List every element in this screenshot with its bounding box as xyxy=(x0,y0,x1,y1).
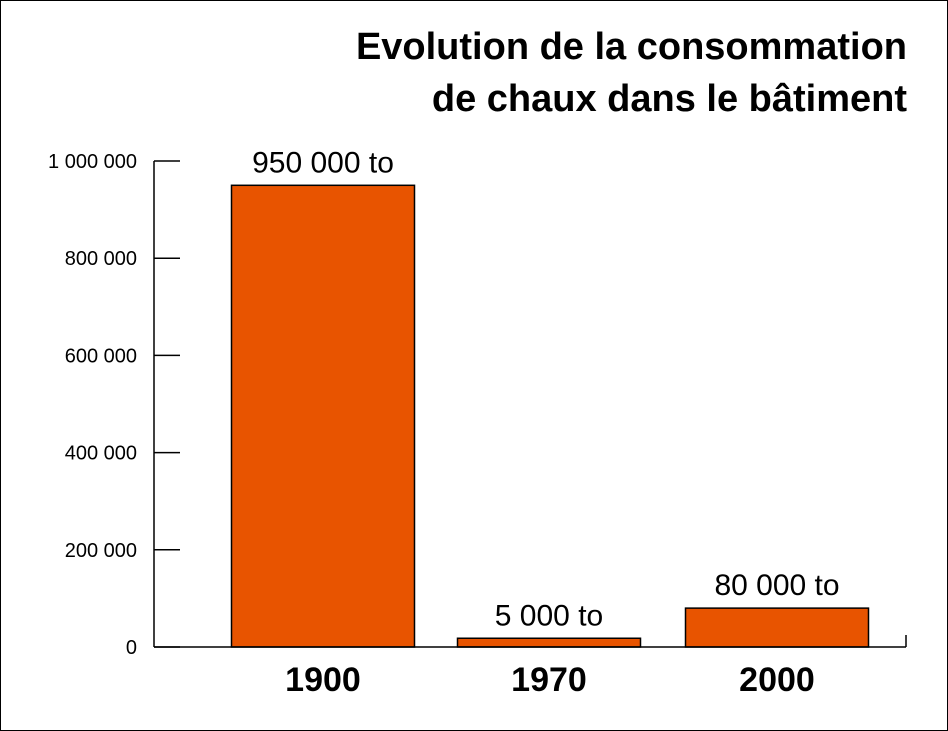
y-axis: 0 200 000 400 000 600 000 800 000 1 000 000 xyxy=(48,151,180,659)
x-axis: 1900 1970 2000 xyxy=(154,635,907,699)
y-tick-label: 400 000 xyxy=(65,443,137,465)
y-tick-label: 1 000 000 xyxy=(48,151,137,173)
y-tick-label: 800 000 xyxy=(65,248,137,270)
y-tick-label: 0 xyxy=(126,637,137,659)
bar-1900 xyxy=(230,184,416,648)
x-tick-label-2000: 2000 xyxy=(739,661,815,699)
data-label-1970: 5 000 to xyxy=(495,599,603,632)
bar-2000 xyxy=(684,607,870,648)
chart-title-line-1: Evolution de la consommation xyxy=(356,26,907,68)
x-tick-label-1900: 1900 xyxy=(285,661,361,699)
bar-1970 xyxy=(456,637,642,648)
data-label-1900: 950 000 to xyxy=(252,146,394,179)
y-tick-label: 200 000 xyxy=(65,540,137,562)
bars: 950 000 to 5 000 to 80 000 to xyxy=(230,146,870,648)
x-tick-label-1970: 1970 xyxy=(511,661,587,699)
chart-title: Evolution de la consommation de chaux da… xyxy=(356,26,907,120)
data-label-2000: 80 000 to xyxy=(714,569,839,602)
y-tick-label: 600 000 xyxy=(65,345,137,367)
chart-title-line-2: de chaux dans le bâtiment xyxy=(432,78,907,120)
